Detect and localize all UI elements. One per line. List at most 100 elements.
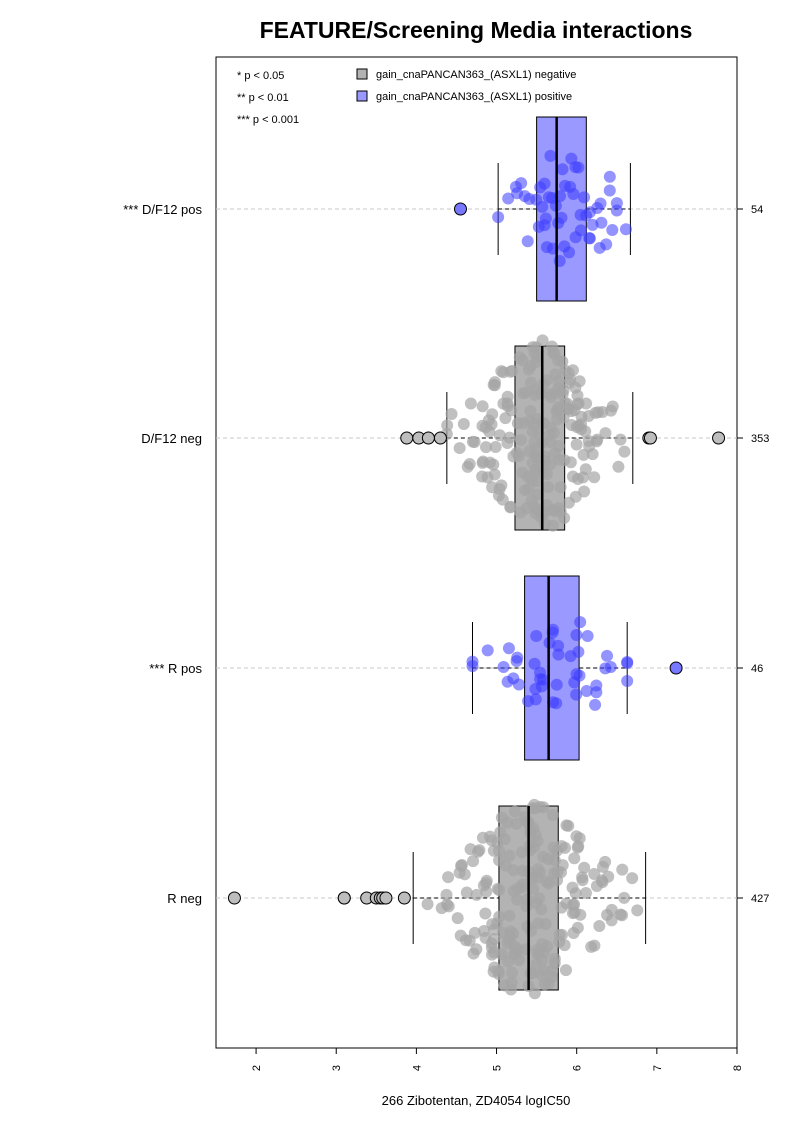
data-point — [606, 224, 619, 237]
data-point — [503, 934, 516, 947]
significance-legend-item: *** p < 0.001 — [237, 114, 299, 126]
data-point — [603, 170, 616, 183]
data-point — [547, 841, 560, 854]
data-point — [588, 471, 601, 484]
data-point — [467, 947, 480, 960]
data-point — [568, 852, 581, 865]
data-point — [522, 482, 535, 495]
data-point — [528, 657, 541, 670]
outlier-point — [643, 431, 657, 445]
group-label: R neg — [167, 891, 202, 906]
data-point — [531, 488, 544, 501]
data-point — [591, 202, 604, 215]
data-point — [513, 351, 526, 364]
data-point — [566, 907, 579, 920]
data-point — [493, 429, 506, 442]
data-point — [440, 888, 453, 901]
legend-swatch — [356, 90, 368, 102]
data-point — [528, 987, 541, 1000]
data-point — [527, 882, 540, 895]
data-point — [546, 809, 559, 822]
data-point — [479, 907, 492, 920]
data-point — [537, 801, 550, 814]
x-tick-label: 5 — [492, 1065, 504, 1071]
legend: * p < 0.05 ** p < 0.01 *** p < 0.001 gain_c… — [237, 68, 576, 126]
data-point — [529, 693, 542, 706]
data-point — [567, 187, 580, 200]
data-point — [590, 686, 603, 699]
data-point — [514, 506, 527, 519]
data-point — [601, 649, 614, 662]
data-point — [544, 421, 557, 434]
data-point — [565, 152, 578, 165]
data-point — [563, 246, 576, 259]
data-point — [562, 819, 575, 832]
data-point — [498, 833, 511, 846]
data-point — [577, 471, 590, 484]
outlier-point — [227, 891, 241, 905]
legend-series-label: gain_cnaPANCAN363_(ASXL1) positive — [376, 91, 572, 103]
data-point — [574, 208, 587, 221]
data-point — [596, 876, 609, 889]
data-point — [510, 947, 523, 960]
data-point — [612, 460, 625, 473]
data-point — [493, 482, 506, 495]
data-point — [507, 450, 520, 463]
data-point — [535, 903, 548, 916]
data-point — [544, 390, 557, 403]
data-point — [548, 854, 561, 867]
data-point — [530, 503, 543, 516]
data-point — [497, 366, 510, 379]
data-point — [542, 191, 555, 204]
data-point — [583, 232, 596, 245]
data-point — [581, 629, 594, 642]
data-point — [570, 688, 583, 701]
data-point — [480, 441, 493, 454]
data-point — [561, 402, 574, 415]
data-point — [495, 811, 508, 824]
data-point — [502, 642, 515, 655]
data-point — [508, 805, 521, 818]
data-point — [487, 458, 500, 471]
data-point — [566, 881, 579, 894]
data-point — [574, 616, 587, 629]
data-point — [540, 875, 553, 888]
data-point — [626, 872, 639, 885]
data-point — [470, 888, 483, 901]
data-point — [552, 440, 565, 453]
outlier-point — [379, 891, 393, 905]
data-point — [556, 388, 569, 401]
x-axis-label: 266 Zibotentan, ZD4054 logIC50 — [382, 1093, 571, 1108]
x-tick-label: 6 — [572, 1065, 584, 1071]
data-point — [570, 420, 583, 433]
data-point — [518, 190, 531, 203]
data-point — [501, 436, 514, 449]
chart-title: FEATURE/Screening Media interactions — [260, 17, 693, 43]
data-point — [559, 964, 572, 977]
data-point — [458, 868, 471, 881]
data-point — [576, 871, 589, 884]
data-point — [564, 650, 577, 663]
data-point — [435, 902, 448, 915]
data-point — [493, 854, 506, 867]
data-point — [496, 493, 509, 506]
data-point — [599, 855, 612, 868]
data-point — [579, 887, 592, 900]
data-point — [516, 466, 529, 479]
data-point — [499, 412, 512, 425]
data-point — [614, 433, 627, 446]
plot-frame — [215, 56, 738, 1049]
outlier-point — [337, 891, 351, 905]
data-point — [510, 817, 523, 830]
data-point — [542, 481, 555, 494]
data-point — [489, 440, 502, 453]
legend-series-label: gain_cnaPANCAN363_(ASXL1) negative — [376, 69, 576, 81]
data-point — [442, 871, 455, 884]
data-point — [538, 517, 551, 530]
x-tick-label: 3 — [331, 1065, 343, 1071]
data-point — [564, 456, 577, 469]
data-point — [605, 404, 618, 417]
data-point — [530, 341, 543, 354]
data-point — [571, 921, 584, 934]
data-point — [527, 418, 540, 431]
